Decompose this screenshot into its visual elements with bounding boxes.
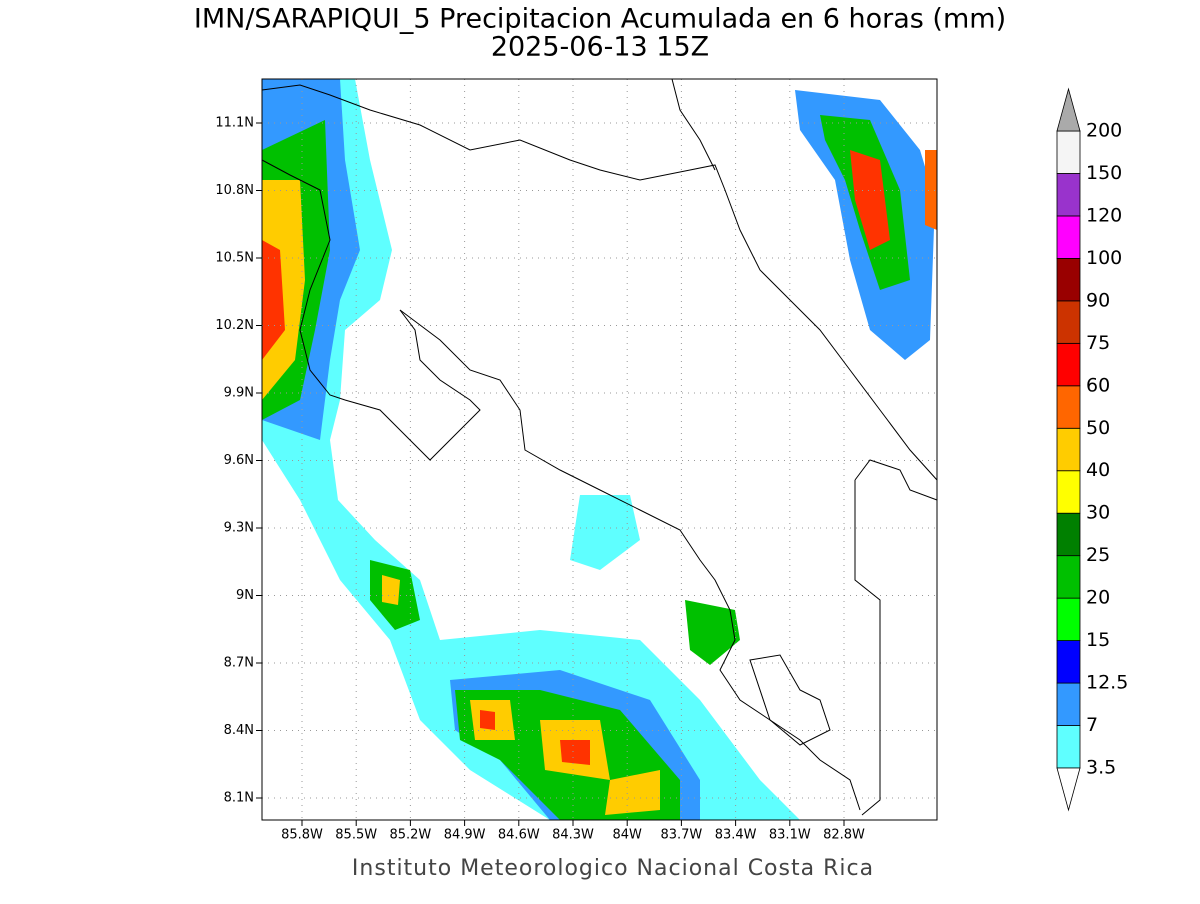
colorbar-box (1056, 257, 1081, 302)
precip-area (382, 575, 400, 605)
lon-label: 84.9W (444, 828, 486, 843)
colorbar-label: 60 (1086, 374, 1110, 396)
colorbar-box (1056, 555, 1081, 599)
colorbar-box (1056, 682, 1081, 726)
colorbar-box (1056, 130, 1081, 174)
colorbar-box (1056, 597, 1081, 642)
title: IMN/SARAPIQUI_5 Precipitacion Acumulada … (194, 4, 1006, 35)
colorbar-label: 200 (1086, 120, 1122, 142)
colorbar-label: 15 (1086, 629, 1110, 651)
colorbar-label: 100 (1086, 247, 1122, 269)
colorbar-box (1056, 342, 1081, 387)
lat-label: 8.4N (224, 723, 254, 738)
precip-area (262, 79, 800, 820)
colorbar-box (1056, 427, 1081, 472)
coastline (261, 78, 938, 816)
lat-label: 9.9N (224, 386, 254, 401)
colorbar-label: 7 (1086, 714, 1098, 736)
subtitle: 2025-06-13 15Z (491, 32, 709, 63)
colorbar-label: 90 (1086, 289, 1110, 311)
lon-label: 82.8W (823, 828, 865, 843)
lat-label: 9N (236, 588, 254, 603)
colorbar-box (1056, 300, 1081, 344)
lon-label: 83.4W (715, 828, 757, 843)
colorbar-label: 40 (1086, 459, 1110, 481)
colorbar-box (1056, 173, 1081, 217)
lat-label: 10.5N (215, 251, 254, 266)
lon-label: 84.3W (552, 828, 594, 843)
lon-label: 85.5W (335, 828, 377, 843)
lat-label: 11.1N (215, 116, 254, 131)
precip-field (262, 79, 937, 820)
lat-label: 10.8N (215, 183, 254, 198)
lat-label: 9.3N (224, 521, 254, 536)
precip-area (850, 150, 890, 250)
colorbar-label: 12.5 (1086, 672, 1128, 694)
lon-label: 84W (612, 828, 642, 843)
colorbar-arrow (1056, 87, 1081, 132)
lon-label: 85.2W (389, 828, 431, 843)
colorbar-label: 20 (1086, 587, 1110, 609)
colorbar-arrow (1056, 767, 1081, 812)
colorbar-label: 120 (1086, 204, 1122, 226)
colorbar-box (1056, 512, 1081, 557)
colorbar-box (1056, 470, 1081, 514)
lat-label: 8.7N (224, 656, 254, 671)
colorbar-label: 30 (1086, 502, 1110, 524)
precip-area (262, 240, 285, 360)
lon-label: 83.7W (660, 828, 702, 843)
precip-area (480, 710, 590, 765)
colorbar-box (1056, 215, 1081, 259)
colorbar-label: 150 (1086, 162, 1122, 184)
lon-label: 84.6W (498, 828, 540, 843)
colorbar-box (1056, 640, 1081, 684)
footer: Instituto Meteorologico Nacional Costa R… (352, 856, 874, 881)
lon-label: 85.8W (281, 828, 323, 843)
colorbar-box (1056, 725, 1081, 769)
lat-label: 10.2N (215, 318, 254, 333)
colorbar-box (1056, 385, 1081, 429)
precip-area (685, 600, 740, 665)
colorbar-label: 3.5 (1086, 757, 1116, 779)
colorbar-label: 50 (1086, 417, 1110, 439)
precip-area (925, 150, 937, 230)
precip-area (570, 495, 640, 570)
lat-label: 8.1N (224, 791, 254, 806)
colorbar-label: 25 (1086, 544, 1110, 566)
lon-label: 83.1W (769, 828, 811, 843)
plot-frame (261, 78, 938, 821)
lat-label: 9.6N (224, 453, 254, 468)
colorbar-label: 75 (1086, 332, 1110, 354)
